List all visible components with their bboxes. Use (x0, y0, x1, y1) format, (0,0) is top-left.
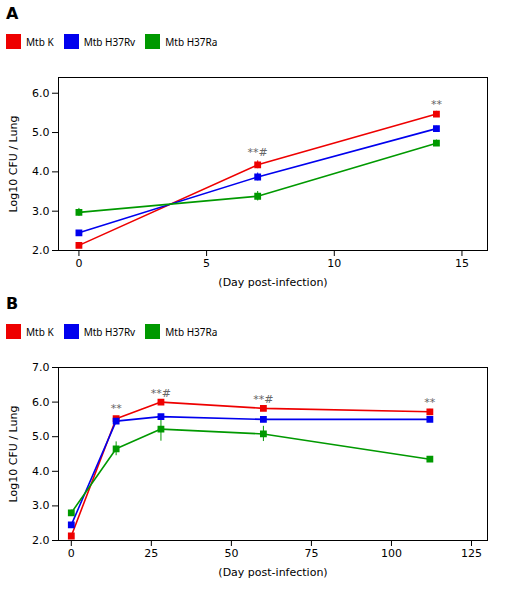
svg-text:125: 125 (461, 547, 482, 560)
svg-text:**: ** (111, 402, 123, 415)
svg-text:(Day post-infection): (Day post-infection) (218, 276, 327, 289)
svg-text:Log10 CFU / Lung: Log10 CFU / Lung (7, 116, 20, 213)
svg-text:**#: **# (248, 146, 268, 159)
html-text:B: B (6, 294, 19, 313)
svg-text:**: ** (424, 396, 436, 409)
svg-text:**: ** (431, 98, 443, 111)
svg-text:3.0: 3.0 (32, 499, 50, 512)
svg-text:(Day post-infection): (Day post-infection) (218, 566, 327, 579)
svg-text:6.0: 6.0 (32, 396, 50, 409)
svg-text:10: 10 (327, 257, 341, 270)
svg-text:5.0: 5.0 (32, 126, 50, 139)
svg-text:50: 50 (224, 547, 238, 560)
svg-text:2.0: 2.0 (32, 534, 50, 547)
svg-text:Log10 CFU / Lung: Log10 CFU / Lung (7, 406, 20, 503)
svg-text:4.0: 4.0 (32, 465, 50, 478)
svg-text:7.0: 7.0 (32, 361, 50, 374)
html-text:Mtb K: Mtb K (26, 34, 54, 49)
html-text:Mtb H37Ra: Mtb H37Ra (165, 324, 218, 339)
svg-text:3.0: 3.0 (32, 205, 50, 218)
html-text:A: A (6, 4, 19, 23)
html-text:Mtb K: Mtb K (26, 324, 54, 339)
svg-text:**#: **# (253, 393, 273, 406)
html-text:Mtb H37Ra: Mtb H37Ra (165, 34, 218, 49)
html-text:Mtb H37Rv: Mtb H37Rv (83, 34, 136, 49)
svg-text:75: 75 (304, 547, 318, 560)
svg-text:15: 15 (455, 257, 469, 270)
svg-text:2.0: 2.0 (32, 244, 50, 257)
svg-text:5.0: 5.0 (32, 430, 50, 443)
svg-text:100: 100 (381, 547, 402, 560)
svg-text:25: 25 (144, 547, 158, 560)
svg-text:4.0: 4.0 (32, 165, 50, 178)
svg-text:**#: **# (151, 387, 171, 400)
svg-text:0: 0 (68, 547, 75, 560)
svg-text:0: 0 (75, 257, 82, 270)
svg-text:6.0: 6.0 (32, 87, 50, 100)
html-text:Mtb H37Rv: Mtb H37Rv (83, 324, 136, 339)
svg-text:5: 5 (203, 257, 210, 270)
